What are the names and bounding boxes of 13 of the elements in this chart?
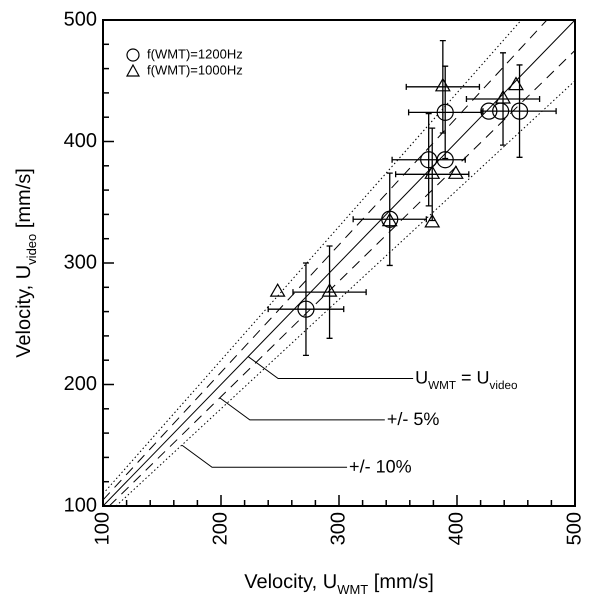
annotation: +/- 5%	[386, 408, 440, 429]
legend-label: f(WMT)=1000Hz	[147, 62, 243, 78]
y-tick-label: 200	[64, 373, 97, 396]
legend-label: f(WMT)=1200Hz	[147, 46, 243, 62]
x-tick-label: 200	[210, 512, 232, 546]
y-tick-label: 300	[64, 252, 97, 274]
y-axis-title: Velocity, Uvideo [mm/s]	[13, 168, 39, 358]
x-tick-label: 500	[564, 512, 586, 546]
y-tick-label: 500	[64, 8, 97, 31]
annotation: +/- 10%	[349, 456, 412, 476]
x-tick-label: 400	[446, 512, 468, 546]
x-tick-label: 300	[328, 512, 350, 546]
y-tick-label: 400	[64, 130, 97, 152]
